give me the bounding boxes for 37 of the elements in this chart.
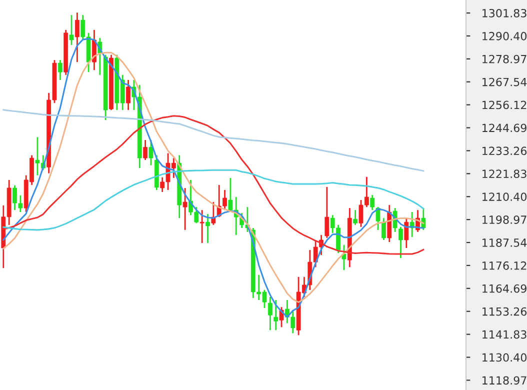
- candlestick: [206, 213, 210, 244]
- candlestick: [382, 217, 386, 241]
- candlestick: [69, 14, 74, 46]
- candlestick: [370, 194, 375, 211]
- y-tick-label: 1187.54: [482, 238, 527, 247]
- line-series: [2, 115, 424, 255]
- candlestick: [143, 139, 148, 161]
- y-tick-label: 1290.40: [482, 32, 526, 40]
- y-tick-label: 1164.69: [482, 284, 526, 293]
- y-tick-label: 1233.26: [482, 146, 527, 156]
- candlestick: [74, 12, 80, 63]
- y-tick-label: 1153.26: [482, 307, 527, 316]
- candlestick: [353, 209, 358, 226]
- y-tick-label: 1278.97: [482, 54, 526, 64]
- line-series: [2, 109, 424, 172]
- candlestick: [376, 206, 380, 231]
- candlestick: [58, 59, 62, 81]
- y-tick-label: 1141.83: [482, 330, 526, 339]
- y-tick-label: 1198.97: [482, 216, 526, 224]
- candlestick: [398, 226, 403, 259]
- y-tick-label: 1210.40: [482, 192, 526, 201]
- y-tick-label: 1267.54: [482, 78, 527, 86]
- candlestick: [324, 186, 330, 239]
- y-tick-label: 1130.40: [482, 353, 526, 362]
- y-tick-label: 1221.83: [482, 170, 526, 178]
- candlestick: [274, 299, 278, 331]
- candlestick: [342, 244, 346, 271]
- candlestick: [200, 209, 204, 244]
- y-tick-label: 1301.83: [482, 8, 526, 18]
- candlestick: [268, 296, 272, 331]
- candlestick: [126, 79, 130, 111]
- y-tick-label: 1176.12: [482, 261, 526, 270]
- y-tick-label: 1244.69: [482, 124, 526, 132]
- candlestick: [404, 217, 409, 249]
- y-tick-label: 1256.12: [482, 100, 526, 110]
- y-tick-label: 1118.97: [482, 376, 526, 385]
- candlestick: [182, 187, 188, 231]
